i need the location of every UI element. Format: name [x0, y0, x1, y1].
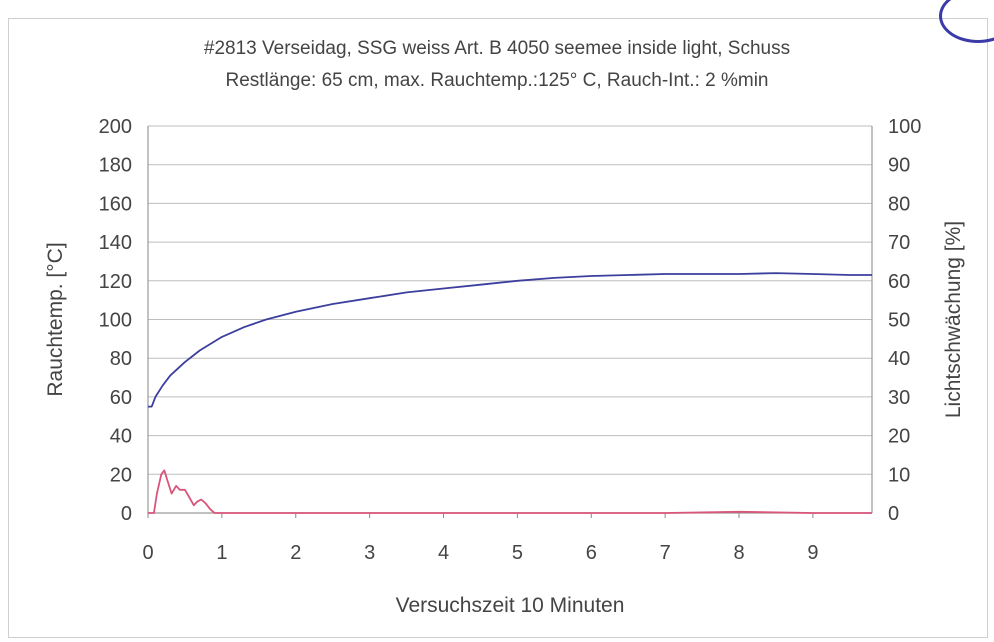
y2-tick-label: 90 — [888, 155, 910, 177]
corner-stamp-mark — [939, 0, 994, 43]
y-tick-label: 180 — [99, 155, 132, 177]
chart-frame — [8, 0, 994, 638]
y2-tick-label: 0 — [888, 503, 899, 525]
y-tick-label: 60 — [110, 387, 132, 409]
y-tick-label: 160 — [99, 193, 132, 215]
y2-axis-label: Lichtschwächung [%] — [942, 221, 965, 418]
y-tick-label: 0 — [121, 503, 132, 525]
series-lines — [148, 272, 872, 514]
x-tick-label: 4 — [438, 542, 449, 564]
tick-labels: 0204060801001201401601802000102030405060… — [99, 116, 922, 564]
y-axis-label: Rauchtemp. [°C] — [44, 242, 67, 396]
y2-tick-label: 30 — [888, 387, 910, 409]
y2-tick-label: 20 — [888, 426, 910, 448]
y-tick-label: 120 — [99, 271, 132, 293]
x-tick-label: 8 — [733, 542, 744, 564]
chart-subtitle: Restlänge: 65 cm, max. Rauchtemp.:125° C… — [225, 70, 769, 91]
x-axis-label: Versuchszeit 10 Minuten — [396, 594, 625, 617]
y-tick-label: 80 — [110, 348, 132, 370]
x-tick-label: 0 — [142, 542, 153, 564]
x-tick-label: 7 — [660, 542, 671, 564]
chart-title: #2813 Verseidag, SSG weiss Art. B 4050 s… — [203, 38, 791, 59]
light-attenuation-line — [148, 469, 872, 514]
x-tick-label: 9 — [807, 542, 818, 564]
y2-tick-label: 50 — [888, 310, 910, 332]
y-tick-label: 100 — [99, 310, 132, 332]
y2-tick-label: 60 — [888, 271, 910, 293]
x-tick-label: 1 — [216, 542, 227, 564]
x-tick-label: 3 — [364, 542, 375, 564]
y2-tick-label: 40 — [888, 348, 910, 370]
y-tick-label: 20 — [110, 464, 132, 486]
smoke-temperature-line — [148, 272, 872, 408]
x-tick-label: 6 — [586, 542, 597, 564]
y2-tick-label: 10 — [888, 464, 910, 486]
y2-tick-label: 70 — [888, 232, 910, 254]
y-tick-label: 200 — [99, 116, 132, 138]
x-tick-label: 5 — [512, 542, 523, 564]
x-tick-label: 2 — [290, 542, 301, 564]
y-tick-label: 140 — [99, 232, 132, 254]
y2-tick-label: 80 — [888, 193, 910, 215]
y2-tick-label: 100 — [888, 116, 921, 138]
y-tick-label: 40 — [110, 426, 132, 448]
grid-lines — [148, 125, 872, 475]
